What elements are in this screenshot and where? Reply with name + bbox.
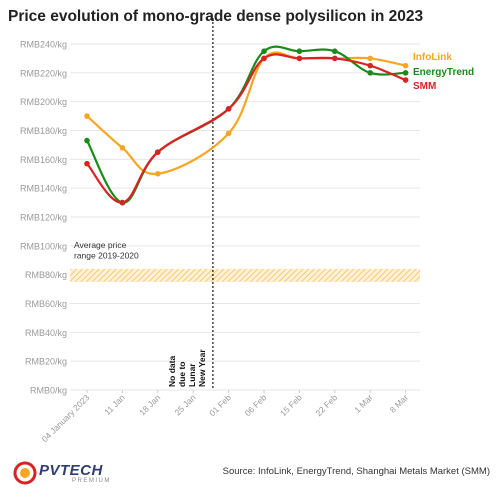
data-point-smm (225, 106, 232, 112)
data-point-energytrend (296, 48, 303, 55)
legend: InfoLink EnergyTrend SMM (413, 52, 474, 92)
x-tick-label: 1 Mar (352, 392, 375, 415)
data-point-smm (84, 160, 90, 167)
x-tick-label: 11 Jan (102, 392, 127, 417)
series-line-energytrend (85, 45, 407, 204)
y-tick-label: RMB100/kg (20, 241, 67, 251)
pvtech-logo-icon (13, 461, 37, 485)
y-tick-label: RMB240/kg (20, 40, 67, 50)
lunar-new-year-marker: No datadue toLunarNew Year (167, 18, 214, 390)
data-point-energytrend (332, 48, 338, 55)
lunar-new-year-label: No datadue toLunarNew Year (167, 349, 207, 387)
average-price-band-rect (70, 268, 420, 282)
average-price-band: Average price range 2019-2020 (70, 240, 420, 282)
y-tick-label: RMB40/kg (25, 328, 67, 338)
y-tick-label: RMB80/kg (25, 270, 67, 280)
data-point-smm (261, 55, 267, 62)
logo-subtext: PREMIUM (72, 478, 111, 484)
data-point-infolink (367, 55, 374, 62)
x-tick-label: 04 January 2023 (40, 392, 92, 444)
data-point-smm (332, 55, 338, 62)
data-point-smm (119, 199, 126, 206)
x-tick-label: 01 Feb (207, 392, 233, 418)
data-point-energytrend (367, 70, 374, 76)
data-point-energytrend (84, 137, 90, 144)
logo-text: PVTECH (39, 462, 103, 479)
series-line-infolink (85, 51, 407, 175)
data-point-energytrend (402, 70, 409, 76)
y-tick-label: RMB60/kg (25, 299, 67, 309)
x-axis: 04 January 2023 11 Jan 18 Jan 25 Jan 01 Feb 0… (40, 390, 411, 444)
y-axis: RMB0/kg RMB20/kg RMB40/kg RMB60/kg RMB80/kg R… (20, 40, 67, 396)
legend-label-energytrend: EnergyTrend (413, 67, 474, 78)
legend-label-smm: SMM (413, 81, 436, 92)
data-point-smm (296, 55, 303, 62)
y-tick-label: RMB160/kg (20, 155, 67, 165)
data-point-smm (367, 62, 374, 69)
y-tick-label: RMB120/kg (20, 213, 67, 223)
grid (70, 43, 420, 391)
x-tick-label: 06 Feb (243, 392, 269, 418)
x-tick-label: 15 Feb (278, 392, 304, 418)
data-point-smm (155, 149, 161, 155)
source-note: Source: InfoLink, EnergyTrend, Shanghai … (222, 466, 490, 477)
data-point-energytrend (261, 48, 267, 55)
y-tick-label: RMB180/kg (20, 126, 67, 136)
series-lines (84, 45, 409, 206)
x-tick-label: 22 Feb (313, 392, 339, 418)
x-tick-label: 8 Mar (388, 392, 411, 415)
legend-label-infolink: InfoLink (413, 52, 452, 63)
y-tick-label: RMB200/kg (20, 97, 67, 107)
x-tick-label: 18 Jan (137, 392, 162, 417)
pvtech-logo: PVTECH PREMIUM (12, 460, 132, 486)
y-tick-label: RMB140/kg (20, 184, 67, 194)
data-point-infolink (119, 145, 126, 151)
y-tick-label: RMB220/kg (20, 68, 67, 78)
y-tick-label: RMB20/kg (25, 357, 67, 367)
y-tick-label: RMB0/kg (30, 386, 67, 396)
data-point-infolink (225, 130, 232, 137)
data-point-smm (402, 77, 409, 83)
data-point-infolink (84, 113, 90, 119)
data-point-infolink (402, 62, 409, 69)
chart-title: Price evolution of mono-grade dense poly… (8, 8, 424, 25)
series-line-smm (85, 53, 407, 204)
x-tick-label: 25 Jan (172, 392, 197, 417)
average-price-band-label: Average price range 2019-2020 (74, 240, 139, 261)
data-point-infolink (155, 170, 161, 177)
